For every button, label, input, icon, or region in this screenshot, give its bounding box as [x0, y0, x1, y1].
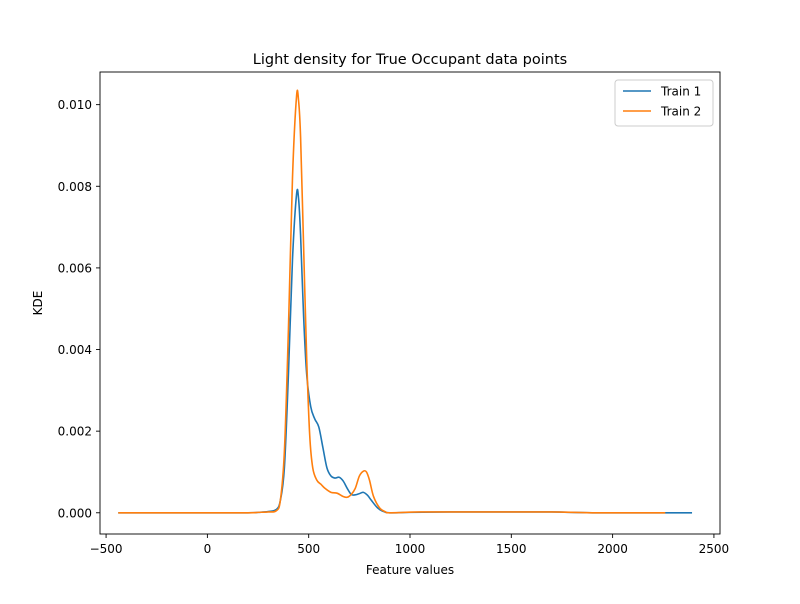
- y-tick-label: 0.002: [58, 425, 92, 439]
- y-axis: 0.000 0.002 0.004 0.006 0.008 0.010: [58, 98, 100, 520]
- series-layer: [118, 89, 693, 514]
- plot-frame: [99, 71, 721, 535]
- x-tick-label: 2000: [597, 542, 628, 556]
- x-tick-label: 1000: [395, 542, 426, 556]
- x-tick-label: 1500: [496, 542, 527, 556]
- y-tick-label: 0.004: [58, 343, 92, 357]
- x-tick-label: −500: [90, 542, 123, 556]
- legend-label-2: Train 2: [660, 105, 701, 119]
- plot-area: −500 0 500 1000 1500 2000 2500 0.000 0.002 0.004…: [58, 71, 730, 556]
- x-tick-label: 2500: [699, 542, 730, 556]
- x-tick-label: 0: [204, 542, 212, 556]
- x-axis: −500 0 500 1000 1500 2000 2500: [90, 534, 730, 556]
- chart-title: Light density for True Occupant data poi…: [253, 52, 567, 68]
- series-line-2: [118, 89, 666, 514]
- legend: Train 1 Train 2: [614, 79, 714, 127]
- y-tick-label: 0.006: [58, 261, 92, 275]
- x-axis-label: Feature values: [366, 563, 454, 577]
- legend-label-1: Train 1: [660, 85, 701, 99]
- series-line-1: [118, 188, 693, 514]
- y-tick-label: 0.008: [58, 180, 92, 194]
- x-tick-label: 500: [297, 542, 320, 556]
- y-tick-label: 0.000: [58, 506, 92, 520]
- y-tick-label: 0.010: [58, 98, 92, 112]
- y-axis-label: KDE: [31, 291, 45, 316]
